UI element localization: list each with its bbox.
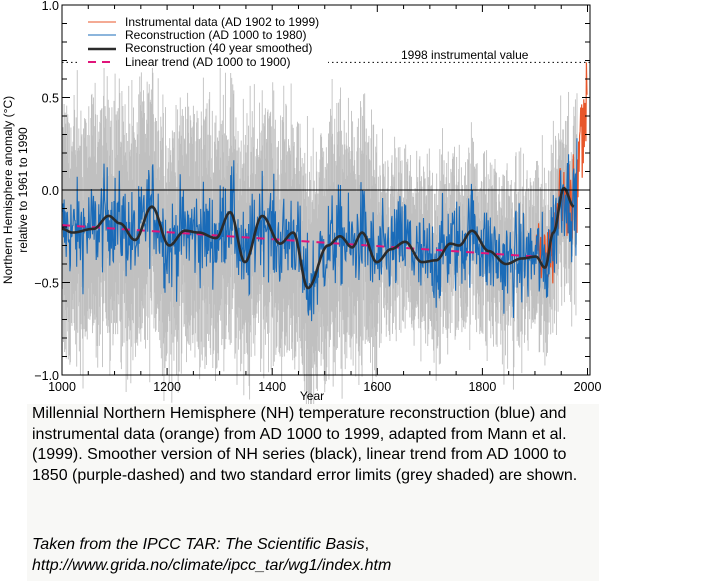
legend: Instrumental data (AD 1902 to 1999) Reco… [78,10,328,69]
y-tick-label: 1.0 [42,0,59,13]
x-tick-label: 1600 [363,380,391,394]
axes: 1000 1200 1400 1600 1800 2000 −1.0 −0.5 0.0 0.5 1.… [34,0,601,394]
annotation-1998: 1998 instrumental value [62,48,590,63]
x-axis-title: Year [300,389,324,403]
figure-source: Taken from the IPCC TAR: The Scientific … [32,535,597,576]
smoothed-line [61,187,575,290]
y-axis-title: Northern Hemisphere anomaly (°C) [1,96,15,284]
x-tick-label: 1400 [258,380,286,394]
x-tick-label: 1800 [468,380,496,394]
legend-label-instrumental: Instrumental data (AD 1902 to 1999) [125,15,319,29]
temperature-chart: 1998 instrumental value 1000 1200 1400 1600… [1,0,601,404]
x-tick-label: 1200 [153,380,181,394]
legend-label-trend: Linear trend (AD 1000 to 1900) [125,55,290,69]
y-tick-label: −1.0 [34,369,59,383]
caption-background [27,404,599,581]
smoothed-series [61,187,575,290]
y-tick-label: 0.5 [42,92,59,106]
y-axis-subtitle: relative to 1961 to 1990 [16,127,30,253]
figure-caption: Millennial Northern Hemisphere (NH) temp… [32,405,578,484]
legend-label-smoothed: Reconstruction (40 year smoothed) [125,41,312,55]
y-tick-label: −0.5 [34,277,59,291]
annotation-1998-label: 1998 instrumental value [401,48,529,62]
source-title: Taken from the IPCC TAR: The Scientific … [32,536,365,553]
legend-background [78,10,328,68]
source-comma: , [364,536,370,553]
x-tick-label: 2000 [574,380,602,394]
x-tick-label: 1000 [48,380,76,394]
source-url[interactable]: http://www.grida.no/climate/ipcc_tar/wg1… [32,556,392,574]
legend-label-reconstruction: Reconstruction (AD 1000 to 1980) [125,28,306,42]
y-tick-label: 0.0 [42,184,59,198]
